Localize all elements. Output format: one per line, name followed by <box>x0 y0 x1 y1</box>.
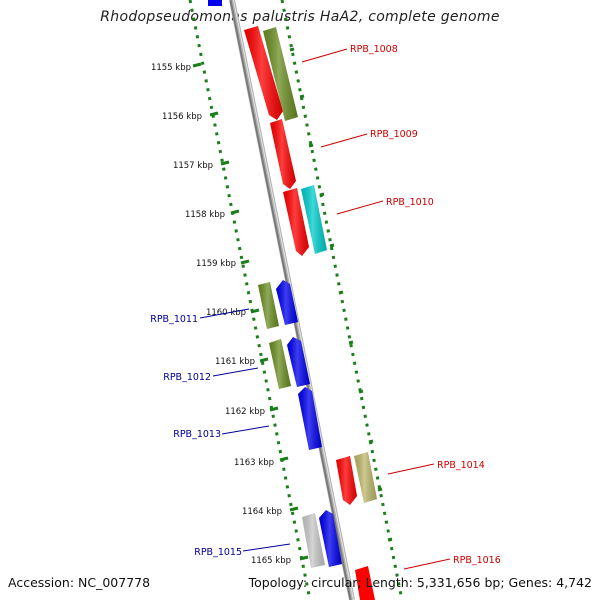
gene-label-rpb-1010: RPB_1010 <box>386 197 434 208</box>
tick-label: 1159 kbp <box>196 259 236 269</box>
gene-label-rpb-1012: RPB_1012 <box>163 372 211 383</box>
tick-mark <box>308 143 314 148</box>
gene-shading <box>244 26 377 568</box>
tick-marks <box>192 47 393 561</box>
tick-mark <box>259 357 269 363</box>
label-leaders <box>199 48 451 570</box>
leader-rpb-1011 <box>199 308 250 319</box>
gene-labels: RPB_1008 RPB_1009 RPB_1010 RPB_1014 RPB_… <box>150 44 501 566</box>
gene-label-rpb-1016: RPB_1016 <box>453 555 501 566</box>
gene-arrow-rpb-1016 <box>355 566 375 600</box>
tick-mark <box>220 160 230 166</box>
map-title: Rhodopseudomonas palustris HaA2, complet… <box>100 9 500 25</box>
gene-label-rpb-1009: RPB_1009 <box>370 129 418 140</box>
tick-label: 1161 kbp <box>215 357 255 367</box>
tick-mark <box>348 340 354 345</box>
tick-mark <box>368 439 374 444</box>
leader-rpb-1014 <box>387 463 435 475</box>
accession-text: Accession: NC_007778 <box>8 575 151 590</box>
gene-label-rpb-1014: RPB_1014 <box>437 460 485 471</box>
tick-label: 1162 kbp <box>225 407 265 417</box>
leader-rpb-1008 <box>301 48 348 63</box>
tick-label: 1157 kbp <box>173 161 213 171</box>
tick-label: 1156 kbp <box>162 112 202 122</box>
tick-mark <box>358 389 364 394</box>
outer-guide-line <box>280 0 404 600</box>
tick-mark <box>230 209 240 215</box>
inner-guide-line <box>188 0 312 600</box>
leader-rpb-1010 <box>336 200 384 215</box>
tick-mark <box>338 290 344 295</box>
gene-label-rpb-1011: RPB_1011 <box>150 314 198 325</box>
gene-label-rpb-1008: RPB_1008 <box>350 44 398 55</box>
tick-label: 1155 kbp <box>151 63 191 73</box>
tick-mark <box>319 192 325 197</box>
tick-mark <box>387 537 393 542</box>
tick-mark <box>250 308 260 314</box>
tick-mark <box>240 259 250 265</box>
tick-mark <box>289 47 295 52</box>
tick-mark <box>279 456 289 462</box>
leader-rpb-1009 <box>320 133 368 148</box>
tick-mark <box>299 94 305 99</box>
tick-mark <box>299 555 309 561</box>
leader-rpb-1016 <box>403 558 451 570</box>
tick-mark <box>377 487 383 492</box>
tick-mark <box>192 62 202 68</box>
gene-label-rpb-1015: RPB_1015 <box>194 547 242 558</box>
tick-label: 1158 kbp <box>185 210 225 220</box>
tick-label: 1165 kbp <box>251 556 291 566</box>
tick-label: 1163 kbp <box>234 458 274 468</box>
topology-text: Topology: circular; Length: 5,331,656 bp… <box>248 575 592 590</box>
leader-rpb-1012 <box>212 367 259 377</box>
leader-rpb-1015 <box>242 543 291 552</box>
leader-rpb-1013 <box>221 425 270 435</box>
guide-lines <box>188 0 404 600</box>
tick-mark <box>329 243 335 248</box>
tick-mark <box>289 506 299 512</box>
tick-label: 1164 kbp <box>242 507 282 517</box>
gene-arrow-top-blue <box>208 0 222 6</box>
tick-mark <box>269 406 279 412</box>
gene-label-rpb-1013: RPB_1013 <box>173 429 221 440</box>
tick-mark <box>209 111 219 117</box>
